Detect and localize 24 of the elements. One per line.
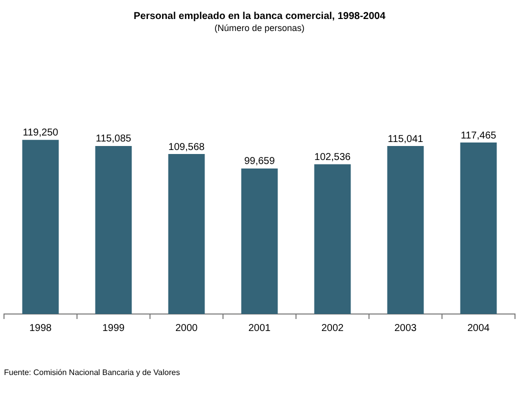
data-label: 109,568 [168, 142, 206, 153]
x-tick-label: 2003 [394, 322, 418, 334]
data-label: 119,250 [22, 128, 59, 139]
x-tick-label: 2004 [467, 322, 490, 334]
x-tick-label: 1998 [29, 322, 52, 334]
x-tick-label: 2001 [248, 322, 272, 334]
bar [241, 168, 278, 314]
bar [314, 164, 351, 314]
source-note: Fuente: Comisión Nacional Bancaria y de Valores [4, 368, 180, 378]
data-label: 115,085 [96, 134, 132, 145]
x-tick-label: 2000 [175, 322, 198, 334]
bar [95, 146, 132, 314]
x-tick-label: 1999 [102, 322, 126, 334]
bar [387, 146, 424, 314]
data-label: 115,041 [388, 134, 424, 145]
data-label: 99,659 [244, 156, 276, 168]
data-label: 117,465 [460, 130, 497, 142]
x-tick-label: 2002 [321, 322, 344, 334]
bar [168, 154, 205, 314]
bar [460, 142, 497, 314]
chart-subtitle: (Número de personas) [214, 22, 305, 33]
data-label: 102,536 [314, 152, 352, 164]
bar [22, 140, 59, 314]
chart-title: Personal empleado en la banca comercial, 1998-2004 [134, 10, 386, 22]
